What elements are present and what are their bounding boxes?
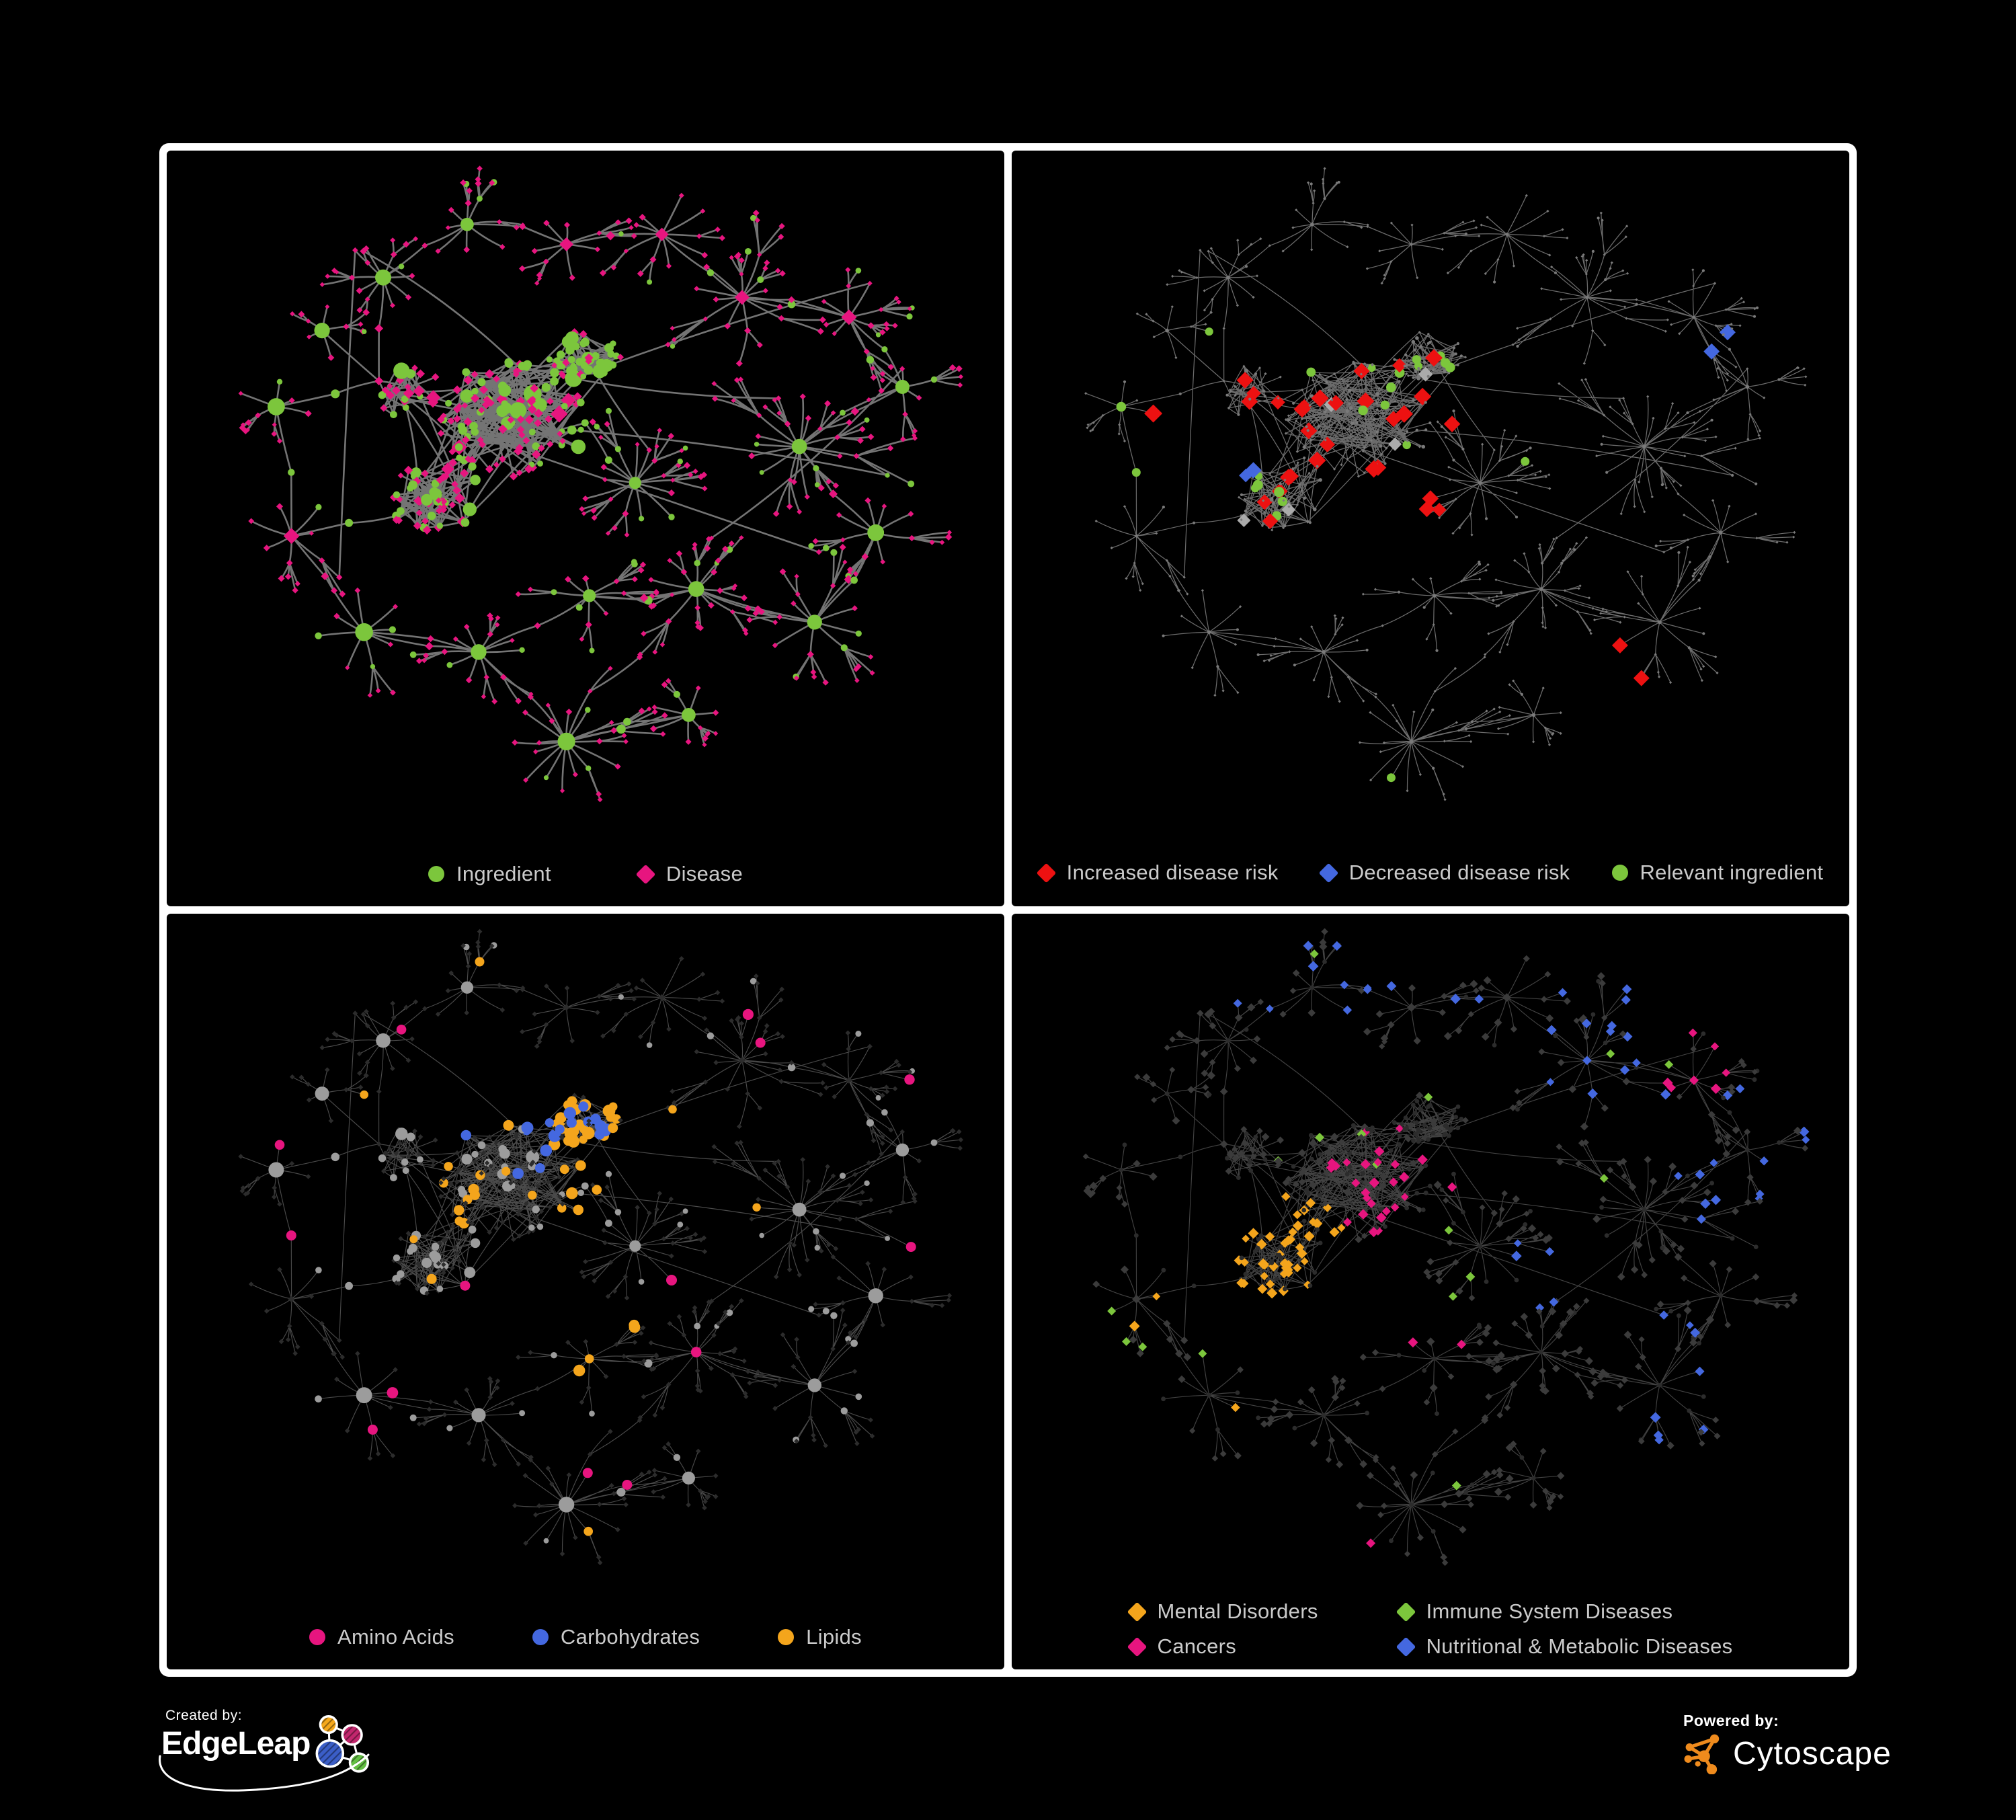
network-graph-ingredient-disease xyxy=(238,165,963,803)
legend-item: Mental Disorders xyxy=(1127,1599,1318,1624)
legend-item: Relevant ingredient xyxy=(1611,861,1824,885)
powered-by-label: Powered by: xyxy=(1683,1712,1779,1729)
legend-disease-classes: Mental Disorders Immune System Diseases Ca… xyxy=(1012,1599,1849,1659)
legend-item: Disease xyxy=(635,862,743,886)
panel-ingredient-disease: Ingredient Disease xyxy=(167,151,1004,906)
panel-disease-classes: Mental Disorders Immune System Diseases Ca… xyxy=(1012,914,1849,1669)
graph-nodes xyxy=(1084,167,1808,801)
legend-item: Carbohydrates xyxy=(532,1625,700,1649)
legend-label: Immune System Diseases xyxy=(1426,1599,1673,1623)
diamond-marker-icon xyxy=(1127,1601,1147,1622)
created-by-label: Created by: xyxy=(165,1708,243,1723)
legend-label: Nutritional & Metabolic Diseases xyxy=(1426,1634,1733,1658)
legend-label: Disease xyxy=(666,862,743,885)
circle-marker-icon xyxy=(1611,865,1628,881)
legend-label: Decreased disease risk xyxy=(1348,861,1570,884)
legend-item: Decreased disease risk xyxy=(1318,861,1570,885)
graph-nodes xyxy=(238,165,963,803)
cytoscape-logo-icon xyxy=(1684,1734,1720,1774)
legend-label: Lipids xyxy=(806,1625,862,1649)
graph-edges xyxy=(1085,168,1806,800)
legend-item: Increased disease risk xyxy=(1036,861,1279,885)
graph-nodes xyxy=(1082,928,1810,1567)
legend-label: Amino Acids xyxy=(337,1625,454,1649)
legend-ingredient-disease: Ingredient Disease xyxy=(167,862,1004,886)
network-graph-nutrient-classes xyxy=(238,928,964,1566)
legend-label: Ingredient xyxy=(456,862,551,885)
diamond-marker-icon xyxy=(1127,1636,1147,1657)
graph-edges xyxy=(240,931,961,1563)
created-by-block: Created by: EdgeLeap xyxy=(159,1708,388,1792)
circle-marker-icon xyxy=(309,1629,326,1645)
graph-edges xyxy=(1085,931,1806,1563)
legend-nutrient-classes: Amino Acids Carbohydrates Lipids xyxy=(167,1625,1004,1649)
legend-item: Nutritional & Metabolic Diseases xyxy=(1396,1634,1733,1659)
graph-edges xyxy=(240,168,961,800)
legend-item: Lipids xyxy=(778,1625,862,1649)
network-graph-disease-classes xyxy=(1082,928,1810,1567)
powered-by-block: Powered by: Cytoscape xyxy=(1683,1712,1892,1774)
edgeleap-wordmark: EdgeLeap xyxy=(161,1726,311,1762)
diamond-marker-icon xyxy=(1396,1636,1416,1657)
diamond-marker-icon xyxy=(1318,863,1339,883)
circle-marker-icon xyxy=(532,1629,549,1645)
panel-grid: Ingredient Disease Increased disease risk… xyxy=(159,143,1857,1677)
graph-nodes xyxy=(238,928,964,1566)
diamond-marker-icon xyxy=(1396,1601,1416,1622)
legend-label: Mental Disorders xyxy=(1157,1599,1318,1623)
circle-marker-icon xyxy=(428,866,444,882)
edgeleap-logo-icon xyxy=(315,1714,370,1773)
cytoscape-wordmark: Cytoscape xyxy=(1733,1735,1892,1772)
legend-label: Relevant ingredient xyxy=(1640,861,1824,884)
legend-label: Carbohydrates xyxy=(560,1625,700,1649)
legend-item: Ingredient xyxy=(428,862,551,886)
legend-label: Increased disease risk xyxy=(1066,861,1279,884)
legend-label: Cancers xyxy=(1157,1634,1237,1658)
network-graph-disease-risk xyxy=(1084,167,1808,801)
diamond-marker-icon xyxy=(635,864,656,884)
diamond-marker-icon xyxy=(1036,863,1057,883)
legend-item: Amino Acids xyxy=(309,1625,454,1649)
legend-item: Immune System Diseases xyxy=(1396,1599,1733,1624)
panel-disease-risk: Increased disease risk Decreased disease … xyxy=(1012,151,1849,906)
panel-nutrient-classes: Amino Acids Carbohydrates Lipids xyxy=(167,914,1004,1669)
legend-disease-risk: Increased disease risk Decreased disease … xyxy=(1012,861,1849,885)
legend-item: Cancers xyxy=(1127,1634,1318,1659)
circle-marker-icon xyxy=(778,1629,795,1645)
